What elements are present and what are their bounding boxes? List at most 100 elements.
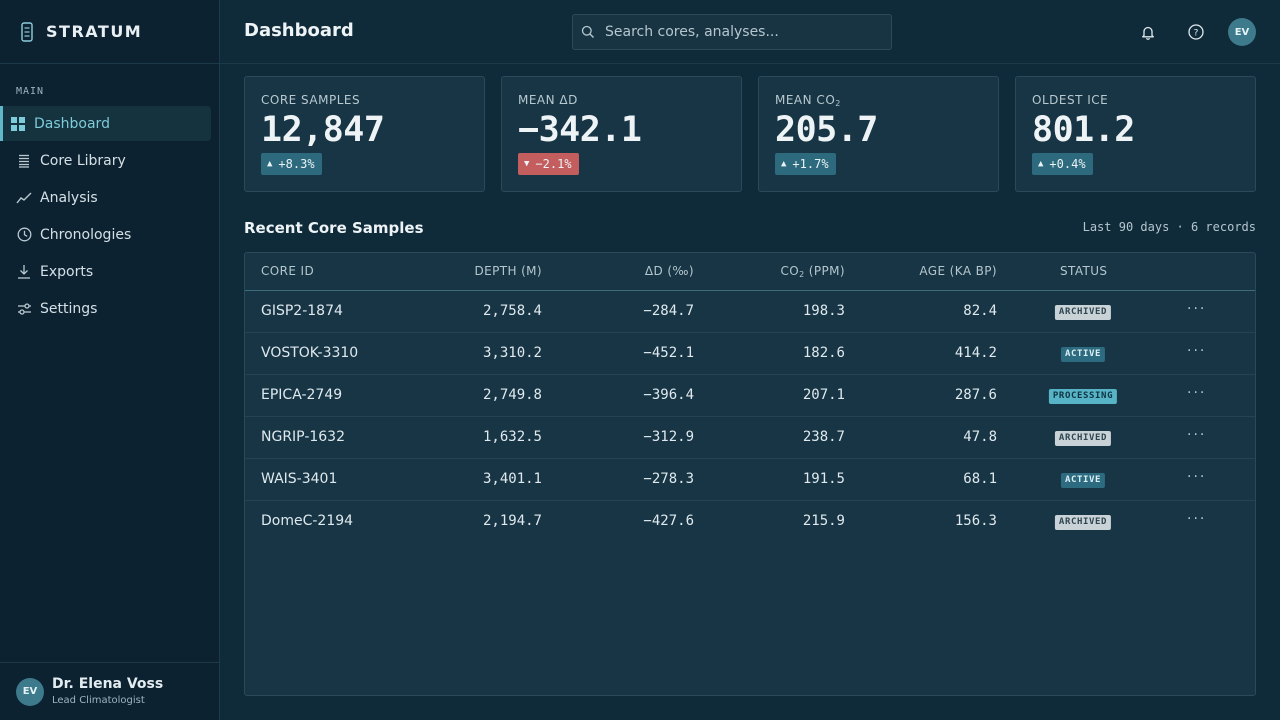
stat-label: MEAN ΔD bbox=[518, 93, 578, 107]
row-menu-button[interactable]: ··· bbox=[1187, 469, 1207, 485]
stat-value: 205.7 bbox=[775, 110, 878, 150]
top-bar: Dashboard ? EV bbox=[220, 0, 1280, 64]
table-row[interactable]: VOSTOK-3310 3,310.2 −452.1 182.6 414.2 ACTIVE… bbox=[245, 333, 1255, 375]
arrow-up-icon: ▲ bbox=[1038, 159, 1044, 169]
change-badge: ▲ +0.4% bbox=[1032, 153, 1093, 175]
user-name: Dr. Elena Voss bbox=[52, 675, 164, 692]
col-header-status[interactable]: STATUS bbox=[1060, 264, 1108, 278]
header-avatar[interactable]: EV bbox=[1228, 18, 1256, 46]
table-row[interactable]: WAIS-3401 3,401.1 −278.3 191.5 68.1 ACTIVE ··· bbox=[245, 459, 1255, 501]
download-icon bbox=[16, 264, 32, 280]
notifications-button[interactable] bbox=[1136, 20, 1160, 44]
status-badge: ACTIVE bbox=[1060, 473, 1106, 488]
co2-subscript: 2 bbox=[799, 270, 805, 279]
stat-cards: CORE SAMPLES 12,847 ▲ +8.3% MEAN ΔD −342.… bbox=[244, 76, 1256, 192]
brand-name: STRATUM bbox=[46, 22, 143, 41]
col-header-core-id[interactable]: CORE ID bbox=[261, 264, 315, 278]
search-box[interactable] bbox=[572, 14, 892, 50]
sidebar-item-label: Dashboard bbox=[34, 115, 110, 132]
row-menu-button[interactable]: ··· bbox=[1187, 511, 1207, 527]
table-row[interactable]: DomeC-2194 2,194.7 −427.6 215.9 156.3 ARCHIVE… bbox=[245, 501, 1255, 543]
avatar: EV bbox=[16, 677, 44, 706]
core-samples-table: CORE ID DEPTH (M) ΔD (‰) CO2 (PPM) AGE (… bbox=[244, 252, 1256, 696]
cell-co2: 191.5 bbox=[802, 471, 845, 487]
user-profile[interactable]: EV Dr. Elena Voss Lead Climatologist bbox=[0, 662, 219, 720]
cell-co2: 215.9 bbox=[802, 513, 845, 529]
sidebar-item-label: Exports bbox=[40, 263, 94, 280]
cell-delta-d: −396.4 bbox=[643, 387, 694, 403]
stat-card-oldest-ice: OLDEST ICE 801.2 ▲ +0.4% bbox=[1015, 76, 1256, 192]
sidebar-item-exports[interactable]: Exports bbox=[0, 254, 211, 289]
page-title: Dashboard bbox=[244, 20, 354, 41]
cell-age: 82.4 bbox=[963, 303, 997, 319]
stat-label-sub: 2 bbox=[835, 99, 841, 108]
change-badge: ▲ +8.3% bbox=[261, 153, 322, 175]
cell-depth: 3,401.1 bbox=[482, 471, 542, 487]
stat-label-main: MEAN CO bbox=[775, 93, 836, 107]
stat-label: CORE SAMPLES bbox=[261, 93, 361, 107]
cell-core-id[interactable]: WAIS-3401 bbox=[261, 471, 338, 487]
help-icon: ? bbox=[1188, 24, 1204, 40]
search-input[interactable] bbox=[605, 24, 885, 40]
clock-icon bbox=[16, 227, 32, 243]
status-badge: ARCHIVED bbox=[1054, 305, 1112, 320]
co2-label: CO bbox=[780, 264, 800, 278]
stat-value: 12,847 bbox=[261, 110, 385, 150]
sidebar-item-analysis[interactable]: Analysis bbox=[0, 180, 211, 215]
row-menu-button[interactable]: ··· bbox=[1187, 301, 1207, 317]
table-header: CORE ID DEPTH (M) ΔD (‰) CO2 (PPM) AGE (… bbox=[245, 253, 1255, 291]
col-header-co2[interactable]: CO2 (PPM) bbox=[780, 264, 845, 279]
status-badge: ACTIVE bbox=[1060, 347, 1106, 362]
table-row[interactable]: NGRIP-1632 1,632.5 −312.9 238.7 47.8 ARCHIVED… bbox=[245, 417, 1255, 459]
cell-delta-d: −452.1 bbox=[643, 345, 694, 361]
stat-card-mean-delta-d: MEAN ΔD −342.1 ▼ −2.1% bbox=[501, 76, 742, 192]
cell-core-id[interactable]: VOSTOK-3310 bbox=[261, 345, 359, 361]
cell-depth: 1,632.5 bbox=[482, 429, 542, 445]
row-menu-button[interactable]: ··· bbox=[1187, 343, 1207, 359]
table-row[interactable]: GISP2-1874 2,758.4 −284.7 198.3 82.4 ARCHIVED… bbox=[245, 291, 1255, 333]
search-icon bbox=[581, 25, 594, 38]
user-role: Lead Climatologist bbox=[52, 694, 145, 706]
cell-age: 68.1 bbox=[963, 471, 997, 487]
ice-core-icon bbox=[21, 21, 33, 42]
col-header-depth[interactable]: DEPTH (M) bbox=[474, 264, 542, 278]
cell-co2: 198.3 bbox=[802, 303, 845, 319]
help-button[interactable]: ? bbox=[1184, 20, 1208, 44]
brand[interactable]: STRATUM bbox=[0, 0, 219, 64]
col-header-age[interactable]: AGE (KA BP) bbox=[919, 264, 997, 278]
cell-core-id[interactable]: DomeC-2194 bbox=[261, 513, 354, 529]
svg-text:?: ? bbox=[1194, 29, 1199, 39]
cell-delta-d: −284.7 bbox=[643, 303, 694, 319]
cell-depth: 2,749.8 bbox=[482, 387, 542, 403]
status-badge: PROCESSING bbox=[1048, 389, 1118, 404]
sliders-icon bbox=[16, 301, 32, 317]
sidebar-item-chronologies[interactable]: Chronologies bbox=[0, 217, 211, 252]
cell-depth: 3,310.2 bbox=[482, 345, 542, 361]
table-row[interactable]: EPICA-2749 2,749.8 −396.4 207.1 287.6 PROCESS… bbox=[245, 375, 1255, 417]
cell-depth: 2,194.7 bbox=[482, 513, 542, 529]
row-menu-button[interactable]: ··· bbox=[1187, 427, 1207, 443]
cell-core-id[interactable]: EPICA-2749 bbox=[261, 387, 343, 403]
arrow-down-icon: ▼ bbox=[524, 159, 530, 169]
sidebar-item-label: Analysis bbox=[40, 189, 98, 206]
sidebar-item-label: Settings bbox=[40, 300, 98, 317]
line-chart-icon bbox=[16, 190, 32, 206]
stat-label: MEAN CO2 bbox=[775, 93, 982, 109]
status-badge: ARCHIVED bbox=[1054, 431, 1112, 446]
sidebar-item-core-library[interactable]: Core Library bbox=[0, 143, 211, 178]
arrow-up-icon: ▲ bbox=[267, 159, 273, 169]
change-value: +1.7% bbox=[792, 157, 829, 171]
sidebar-item-settings[interactable]: Settings bbox=[0, 291, 211, 326]
cell-delta-d: −427.6 bbox=[643, 513, 694, 529]
nav-section-label: MAIN bbox=[16, 86, 45, 97]
sidebar-item-dashboard[interactable]: Dashboard bbox=[0, 106, 211, 141]
cell-core-id[interactable]: NGRIP-1632 bbox=[261, 429, 345, 445]
col-header-delta-d[interactable]: ΔD (‰) bbox=[644, 264, 694, 278]
cell-core-id[interactable]: GISP2-1874 bbox=[261, 303, 343, 319]
nav-list: Dashboard Core Library Analysis Chronolo… bbox=[0, 106, 219, 326]
table-body: GISP2-1874 2,758.4 −284.7 198.3 82.4 ARCHIVED… bbox=[245, 291, 1255, 543]
row-menu-button[interactable]: ··· bbox=[1187, 385, 1207, 401]
sidebar-item-label: Core Library bbox=[40, 152, 126, 169]
cell-age: 156.3 bbox=[954, 513, 997, 529]
stat-card-mean-co2: MEAN CO2 205.7 ▲ +1.7% bbox=[758, 76, 999, 192]
